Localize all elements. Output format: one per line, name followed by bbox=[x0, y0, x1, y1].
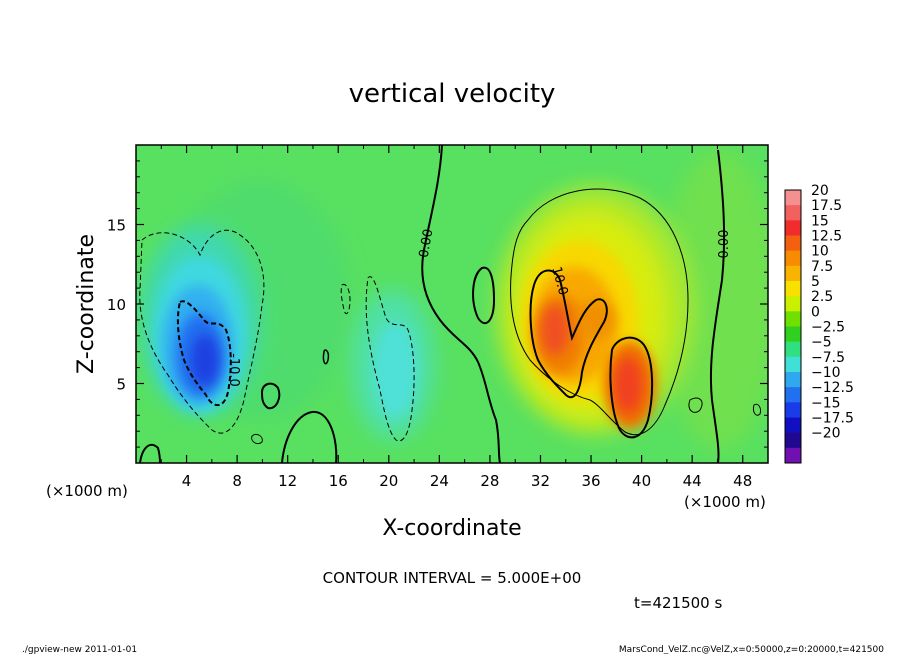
footer-right: MarsCond_VelZ.nc@VelZ,x=0:50000,z=0:2000… bbox=[619, 645, 884, 654]
x-tick-label: 36 bbox=[581, 472, 600, 490]
colorbar-label: 0 bbox=[811, 304, 820, 320]
colorbar-swatch bbox=[785, 447, 801, 464]
colorbar-swatch bbox=[785, 281, 801, 297]
colorbar-swatch bbox=[785, 372, 801, 388]
x-unit-left: (×1000 m) bbox=[46, 482, 128, 500]
colorbar-label: 10 bbox=[811, 244, 829, 260]
downdraft-left bbox=[140, 225, 260, 415]
x-tick-label: 20 bbox=[379, 472, 398, 490]
y-axis: 5 10 15 bbox=[107, 160, 768, 448]
colorbar-swatch bbox=[785, 341, 801, 358]
colorbar-label: −17.5 bbox=[811, 411, 854, 427]
contour-labels: 0.00 -10.0 0.00 10.0 bbox=[226, 228, 732, 387]
colorbar-swatch bbox=[785, 265, 801, 282]
colorbar-swatch bbox=[785, 387, 801, 403]
colorbar-label: 15 bbox=[811, 213, 829, 229]
colorbar-label: −20 bbox=[811, 426, 841, 442]
x-tick-label: 24 bbox=[430, 472, 449, 490]
colorbar-swatch bbox=[785, 417, 801, 434]
colorbar-label: 7.5 bbox=[811, 259, 833, 275]
x-tick-label: 40 bbox=[632, 472, 651, 490]
x-tick-label: 4 bbox=[182, 472, 192, 490]
contour-label: -10.0 bbox=[226, 353, 241, 387]
x-axis-label: X-coordinate bbox=[382, 516, 521, 541]
y-tick-label: 5 bbox=[116, 376, 126, 394]
contour-lines bbox=[139, 145, 761, 463]
colorbar-label: −10 bbox=[811, 365, 841, 381]
contour-label: 0.00 bbox=[717, 230, 732, 259]
colorbar-label: 5 bbox=[811, 274, 820, 290]
colorbar-label: −15 bbox=[811, 395, 841, 411]
contour-label: 0.00 bbox=[417, 228, 437, 259]
colorbar-swatch bbox=[785, 311, 801, 327]
x-tick-label: 8 bbox=[232, 472, 242, 490]
colorbar-label: −5 bbox=[811, 335, 832, 351]
colorbar-label: 12.5 bbox=[811, 229, 842, 245]
downdraft-middle bbox=[351, 290, 435, 440]
colorbar-label: 20 bbox=[811, 183, 829, 199]
x-tick-label: 44 bbox=[683, 472, 702, 490]
footer-left: ./gpview-new 2011-01-01 bbox=[22, 645, 137, 654]
colorbar-swatch bbox=[785, 402, 801, 418]
y-tick-label: 15 bbox=[107, 217, 126, 235]
colorbar-swatch bbox=[785, 190, 801, 206]
x-tick-label: 16 bbox=[329, 472, 348, 490]
colorbar-swatch bbox=[785, 235, 801, 252]
contour-interval-text: CONTOUR INTERVAL = 5.000E+00 bbox=[323, 569, 582, 587]
colorbar: 2017.51512.5107.552.50−2.5−5−7.5−10−12.5… bbox=[784, 183, 854, 464]
x-tick-label: 12 bbox=[278, 472, 297, 490]
colorbar-frame bbox=[784, 189, 802, 464]
x-tick-label: 32 bbox=[531, 472, 550, 490]
heatmap-field: 0.00 -10.0 0.00 10.0 bbox=[136, 145, 768, 463]
colorbar-label: −2.5 bbox=[811, 320, 845, 336]
colorbar-label: 2.5 bbox=[811, 289, 833, 305]
x-axis: 4 8 12 16 20 24 28 32 36 40 44 48 bbox=[160, 145, 752, 490]
x-tick-label: 48 bbox=[733, 472, 752, 490]
colorbar-swatch bbox=[785, 220, 801, 236]
colorbar-swatch bbox=[785, 205, 801, 221]
colorbar-swatch bbox=[785, 250, 801, 267]
updraft-right bbox=[495, 185, 695, 435]
chart-title: vertical velocity bbox=[349, 79, 556, 109]
colorbar-label: −12.5 bbox=[811, 380, 854, 396]
x-tick-label: 28 bbox=[480, 472, 499, 490]
x-unit-right: (×1000 m) bbox=[684, 493, 766, 511]
colorbar-swatch bbox=[785, 356, 801, 373]
colorbar-swatch bbox=[785, 296, 801, 312]
time-text: t=421500 s bbox=[634, 594, 722, 612]
colorbar-swatch bbox=[785, 326, 801, 343]
y-tick-label: 10 bbox=[107, 296, 126, 314]
colorbar-swatch bbox=[785, 432, 801, 449]
y-axis-label: Z-coordinate bbox=[74, 234, 99, 374]
colorbar-label: −7.5 bbox=[811, 350, 845, 366]
colorbar-label: 17.5 bbox=[811, 198, 842, 214]
contour-label: 10.0 bbox=[548, 265, 570, 297]
